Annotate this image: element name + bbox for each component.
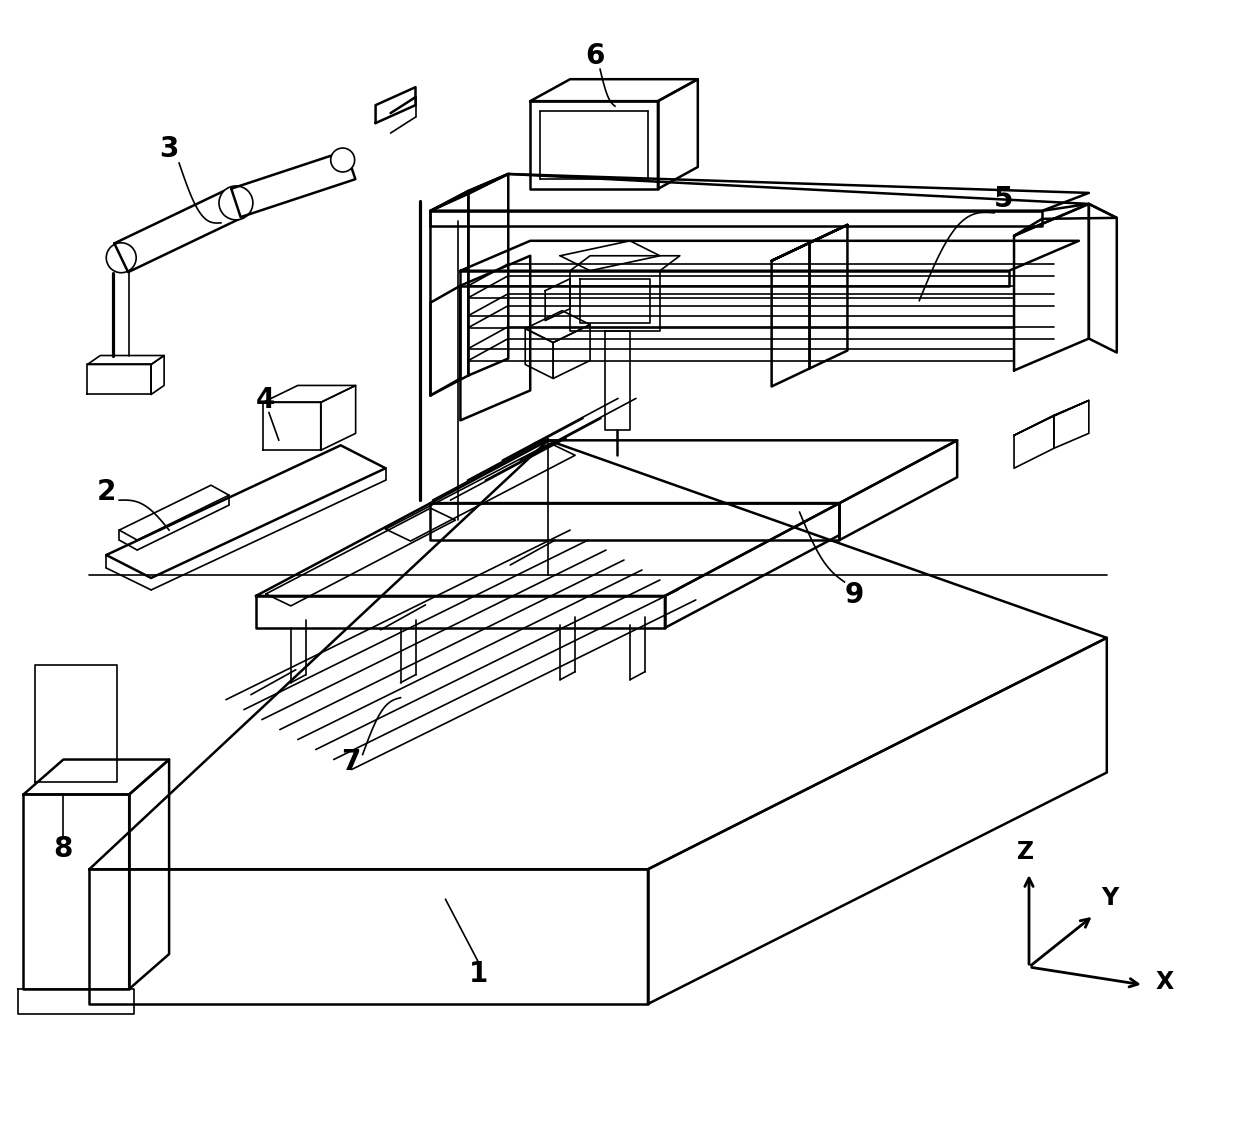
Text: 2: 2 (97, 478, 117, 506)
Polygon shape (658, 79, 698, 188)
Polygon shape (526, 329, 553, 378)
Polygon shape (469, 286, 1014, 297)
Polygon shape (1014, 415, 1054, 469)
Polygon shape (89, 869, 649, 1004)
Polygon shape (771, 243, 810, 386)
Polygon shape (430, 174, 1089, 211)
Polygon shape (376, 87, 415, 123)
Polygon shape (19, 989, 134, 1014)
Polygon shape (1089, 204, 1117, 353)
Polygon shape (430, 211, 1042, 226)
Polygon shape (87, 364, 151, 395)
Polygon shape (460, 271, 1009, 286)
Polygon shape (665, 503, 839, 628)
Polygon shape (605, 330, 630, 430)
Polygon shape (430, 503, 839, 540)
Polygon shape (1014, 204, 1089, 370)
Text: 5: 5 (994, 185, 1014, 213)
Polygon shape (24, 794, 129, 989)
Polygon shape (265, 508, 455, 606)
Polygon shape (430, 191, 469, 395)
Polygon shape (469, 316, 1014, 328)
Polygon shape (810, 225, 847, 369)
Polygon shape (649, 638, 1107, 1004)
Polygon shape (119, 485, 229, 540)
Polygon shape (386, 444, 575, 541)
Polygon shape (151, 355, 164, 395)
Polygon shape (1054, 401, 1089, 448)
Polygon shape (469, 174, 508, 376)
Polygon shape (531, 79, 698, 101)
Text: 6: 6 (585, 42, 605, 70)
Polygon shape (839, 440, 957, 540)
Text: 1: 1 (469, 960, 489, 987)
Polygon shape (107, 445, 386, 578)
Polygon shape (255, 596, 665, 628)
Polygon shape (531, 101, 658, 188)
Text: 4: 4 (257, 386, 275, 414)
Polygon shape (263, 386, 356, 403)
Text: X: X (1156, 970, 1174, 994)
Circle shape (107, 243, 136, 272)
Polygon shape (460, 255, 531, 420)
Polygon shape (560, 241, 660, 271)
Polygon shape (570, 255, 680, 271)
Polygon shape (553, 325, 590, 378)
Polygon shape (570, 271, 660, 330)
Circle shape (219, 186, 253, 220)
Text: Z: Z (1018, 840, 1034, 864)
Text: 7: 7 (341, 748, 361, 775)
Text: 3: 3 (160, 135, 179, 163)
Polygon shape (460, 241, 1079, 271)
Polygon shape (430, 286, 460, 395)
Polygon shape (1014, 204, 1117, 236)
Polygon shape (129, 759, 169, 989)
Polygon shape (771, 225, 847, 261)
Polygon shape (430, 440, 957, 503)
Polygon shape (469, 348, 1014, 361)
Circle shape (331, 148, 355, 173)
Polygon shape (430, 174, 1089, 211)
Polygon shape (87, 355, 164, 364)
Text: Y: Y (1101, 886, 1118, 910)
Polygon shape (546, 279, 570, 320)
Polygon shape (255, 503, 839, 596)
Polygon shape (430, 174, 508, 211)
Polygon shape (231, 151, 356, 217)
Polygon shape (526, 311, 590, 343)
Text: 9: 9 (844, 581, 864, 609)
Text: 8: 8 (53, 835, 73, 864)
Polygon shape (1014, 401, 1089, 436)
Polygon shape (24, 759, 169, 794)
Polygon shape (114, 188, 243, 272)
Polygon shape (89, 440, 1107, 869)
Polygon shape (321, 386, 356, 451)
Polygon shape (263, 403, 321, 451)
